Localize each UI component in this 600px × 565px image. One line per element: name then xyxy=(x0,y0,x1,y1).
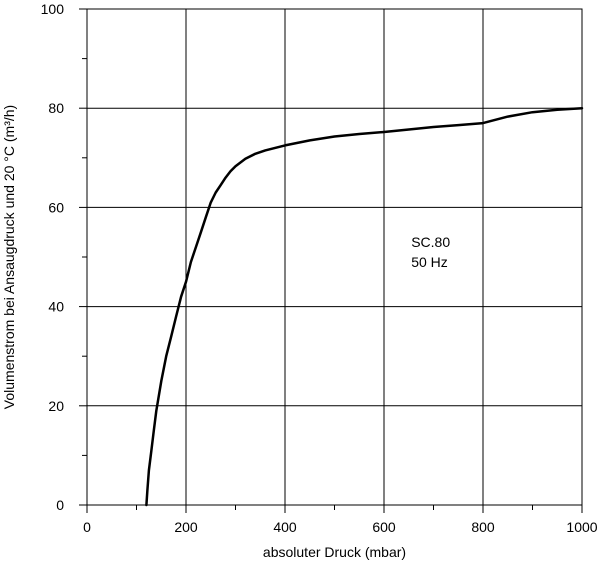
y-tick-label-2: 40 xyxy=(48,299,64,315)
y-axis-label: Volumenstrom bei Ansaugdruck und 20 °C (… xyxy=(1,105,17,409)
x-tick-labels: 0 200 400 600 800 1000 xyxy=(83,519,598,535)
x-tick-label-1: 200 xyxy=(174,519,198,535)
x-tick-label-3: 600 xyxy=(372,519,396,535)
x-tick-label-2: 400 xyxy=(273,519,297,535)
annotation-frequency: 50 Hz xyxy=(411,254,448,270)
y-tick-label-5: 100 xyxy=(41,1,65,17)
series-line xyxy=(145,106,584,507)
minor-ticks xyxy=(79,8,583,513)
y-tick-label-0: 0 xyxy=(56,497,64,513)
y-tick-label-4: 80 xyxy=(48,100,64,116)
x-tick-label-4: 800 xyxy=(471,519,495,535)
x-tick-label-0: 0 xyxy=(83,519,91,535)
y-tick-labels: 0 20 40 60 80 100 xyxy=(41,1,65,513)
annotation-model: SC.80 xyxy=(411,234,450,250)
plot-frame xyxy=(86,8,583,506)
x-tick-label-5: 1000 xyxy=(566,519,597,535)
grid xyxy=(86,8,583,506)
x-axis-label: absoluter Druck (mbar) xyxy=(263,544,406,560)
y-tick-label-1: 20 xyxy=(48,398,64,414)
y-tick-label-3: 60 xyxy=(48,199,64,215)
